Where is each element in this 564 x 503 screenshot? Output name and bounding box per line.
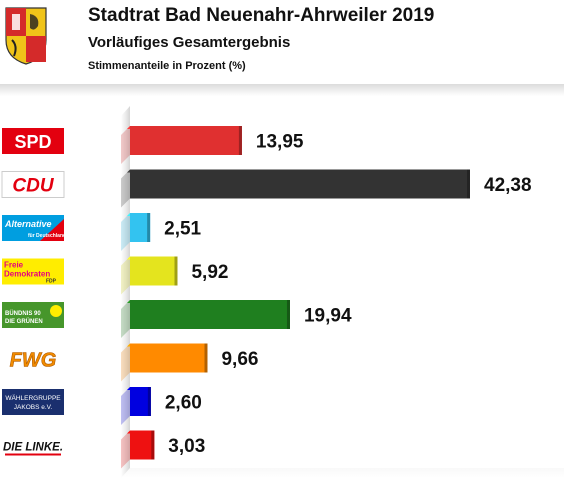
bar-depth bbox=[121, 387, 130, 425]
chart-caption: Stimmenanteile in Prozent (%) bbox=[88, 60, 246, 72]
svg-text:FDP: FDP bbox=[46, 279, 57, 285]
bar-face bbox=[130, 343, 208, 373]
value-label: 3,03 bbox=[168, 436, 205, 457]
svg-text:Demokraten: Demokraten bbox=[4, 270, 50, 279]
bar-depth bbox=[121, 126, 130, 164]
bar-depth bbox=[121, 169, 130, 208]
bar-depth bbox=[121, 343, 130, 382]
chart-title: Stadtrat Bad Neuenahr-Ahrweiler 2019 bbox=[88, 5, 435, 26]
bar-face bbox=[130, 387, 151, 416]
svg-text:DIE LINKE.: DIE LINKE. bbox=[3, 442, 63, 454]
bar-depth bbox=[121, 256, 130, 295]
bar-edge bbox=[147, 387, 151, 416]
bar-edge bbox=[467, 169, 470, 199]
svg-text:SPD: SPD bbox=[14, 132, 51, 152]
svg-text:für Deutschland: für Deutschland bbox=[28, 233, 66, 239]
svg-text:JAKOBS e.V.: JAKOBS e.V. bbox=[14, 404, 53, 411]
svg-text:WÄHLERGRUPPE: WÄHLERGRUPPE bbox=[5, 394, 61, 402]
bar-edge bbox=[286, 300, 290, 329]
value-label: 19,94 bbox=[304, 306, 352, 327]
bar-cdu bbox=[121, 169, 470, 208]
value-label: 2,60 bbox=[165, 393, 202, 414]
bar-depth bbox=[121, 213, 130, 251]
cdu-logo: CDU bbox=[1, 171, 65, 198]
spd-logo: SPD bbox=[2, 128, 64, 154]
bar-edge bbox=[238, 126, 242, 155]
bar-face bbox=[130, 213, 151, 242]
bar-depth bbox=[121, 430, 130, 469]
svg-text:BÜNDNIS 90: BÜNDNIS 90 bbox=[5, 310, 41, 317]
bar-afd bbox=[121, 213, 151, 251]
bar-w-hlergruppe-jakobs-e-v bbox=[121, 387, 151, 425]
afd-logo: Alternative für Deutschland bbox=[2, 215, 66, 241]
value-label: 2,51 bbox=[164, 219, 201, 240]
axis-wall bbox=[121, 106, 130, 478]
bar-fdp bbox=[121, 256, 178, 295]
fwg-logo: FWG bbox=[2, 345, 64, 372]
value-label: 9,66 bbox=[221, 349, 258, 370]
bar-face bbox=[130, 430, 155, 460]
value-label: 5,92 bbox=[191, 262, 228, 283]
bar-edge bbox=[174, 256, 178, 286]
bar-fwg bbox=[121, 343, 208, 382]
svg-text:Freie: Freie bbox=[4, 261, 24, 270]
svg-text:DIE GRÜNEN: DIE GRÜNEN bbox=[5, 318, 43, 325]
chart-subtitle: Vorläufiges Gesamtergebnis bbox=[88, 34, 291, 51]
svg-text:CDU: CDU bbox=[12, 176, 54, 197]
bar-b-ndnis-90-die-gr-nen bbox=[121, 300, 290, 338]
bar-depth bbox=[121, 300, 130, 338]
value-label: 42,38 bbox=[484, 175, 532, 196]
value-label: 13,95 bbox=[256, 132, 304, 153]
city-crest-logo bbox=[5, 7, 47, 65]
bar-spd bbox=[121, 126, 242, 164]
bar-edge bbox=[151, 430, 155, 460]
svg-text:FWG: FWG bbox=[10, 350, 57, 372]
header-divider bbox=[0, 84, 564, 96]
svg-text:Alternative: Alternative bbox=[4, 219, 52, 229]
bar-edge bbox=[204, 343, 208, 373]
linke-logo: DIE LINKE. bbox=[2, 432, 64, 459]
bar-face bbox=[130, 300, 290, 329]
bar-die-linke bbox=[121, 430, 155, 469]
bar-face bbox=[130, 256, 178, 286]
chart-floor bbox=[121, 468, 564, 478]
bar-edge bbox=[147, 213, 151, 242]
jakobs-logo: WÄHLERGRUPPE JAKOBS e.V. bbox=[2, 389, 64, 415]
bar-face bbox=[130, 169, 470, 199]
bar-face bbox=[130, 126, 242, 155]
